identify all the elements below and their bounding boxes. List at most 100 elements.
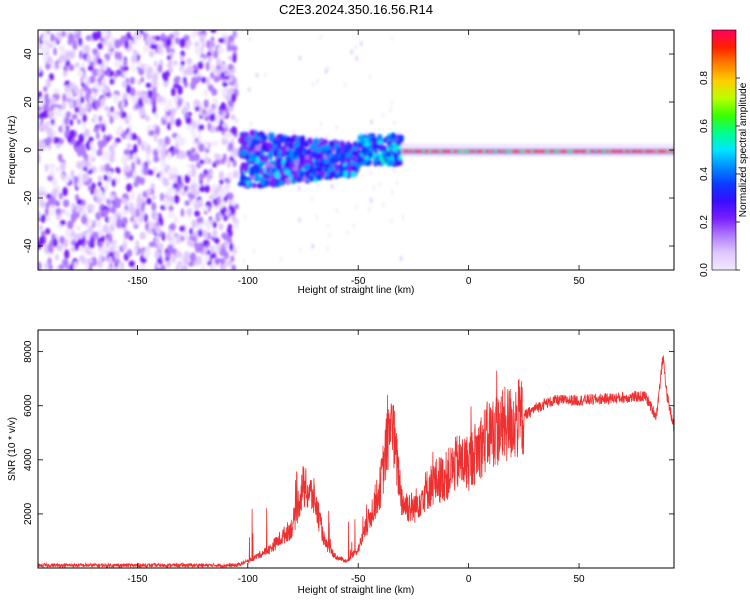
spectrogram-cell bbox=[126, 183, 133, 193]
spectrogram-cell bbox=[102, 133, 107, 144]
spectrogram-cell bbox=[315, 167, 321, 173]
spectrogram-cell bbox=[179, 225, 186, 232]
spectrogram-cell bbox=[370, 119, 373, 125]
spectrogram-cell bbox=[221, 232, 228, 240]
x-tick-label: 50 bbox=[573, 276, 585, 287]
spectrogram-cell bbox=[203, 89, 208, 97]
spectrogram-cell bbox=[152, 105, 157, 115]
spectrogram-cell bbox=[65, 111, 71, 117]
spectrogram-cell bbox=[123, 60, 128, 67]
spectrogram-cell bbox=[311, 243, 314, 249]
spectrogram-cell bbox=[168, 98, 172, 109]
spectrogram-cell bbox=[173, 148, 180, 155]
spectrogram-cell bbox=[382, 202, 385, 208]
spectrogram-cell bbox=[61, 101, 67, 111]
spectrogram-cell bbox=[139, 263, 145, 270]
spectrogram-cell bbox=[317, 183, 320, 189]
spectrogram-cell bbox=[52, 237, 58, 248]
spectrogram-cell bbox=[200, 186, 205, 193]
spectrogram-cell bbox=[144, 222, 149, 231]
spectrogram-cell bbox=[74, 176, 78, 187]
spectrogram-cell bbox=[274, 162, 280, 167]
y-tick-label: 20 bbox=[23, 96, 34, 108]
spectrogram-cell bbox=[198, 124, 205, 131]
spectrogram-cell bbox=[68, 99, 74, 109]
spectrogram-cell bbox=[84, 104, 89, 112]
spectrogram-cell bbox=[101, 155, 107, 161]
spectrogram-cell bbox=[214, 159, 221, 165]
spectrogram-cell bbox=[74, 62, 80, 68]
spectrogram-cell bbox=[366, 135, 373, 139]
spectrogram-cell bbox=[265, 162, 271, 167]
spectrogram-cell bbox=[50, 33, 55, 43]
spectrogram-cell bbox=[308, 155, 315, 160]
spectrogram-cell bbox=[143, 165, 148, 173]
spectrogram-cell bbox=[224, 239, 229, 249]
spectrogram-cell bbox=[145, 70, 152, 80]
spectrogram-cell bbox=[76, 160, 83, 170]
spectrogram-cell bbox=[71, 138, 76, 146]
spectrogram-cell bbox=[113, 257, 121, 265]
spectrogram-cell bbox=[100, 97, 106, 107]
spectrogram-cell bbox=[113, 71, 119, 78]
spectrogram-cell bbox=[209, 245, 214, 254]
spectrogram-cell bbox=[343, 82, 347, 88]
spectrogram-cell bbox=[352, 223, 356, 229]
spectrogram-cell bbox=[361, 147, 368, 154]
spectrogram-cell bbox=[120, 155, 128, 165]
spectrogram-cell bbox=[97, 122, 103, 130]
spectrogram-cell bbox=[143, 46, 148, 53]
spectrogram-cell bbox=[182, 255, 189, 266]
spectrogram-cell bbox=[189, 252, 197, 263]
x-tick-label: 50 bbox=[573, 574, 585, 585]
spectrogram-cell bbox=[70, 212, 77, 222]
colorbar-tick-label: 0.8 bbox=[699, 71, 710, 85]
spectrogram-cell bbox=[124, 204, 129, 211]
spectrogram-cell bbox=[388, 107, 392, 113]
spectrogram-cell bbox=[109, 115, 114, 125]
spectrogram-cell bbox=[67, 91, 74, 100]
spectrogram-cell bbox=[73, 85, 79, 95]
spectrogram-cell bbox=[88, 177, 93, 184]
spectrogram-cell bbox=[38, 153, 41, 163]
spectrogram-cell bbox=[143, 213, 148, 223]
spectrogram-cell bbox=[125, 165, 131, 173]
spectrogram-cell bbox=[126, 154, 132, 161]
spectrogram-cell bbox=[180, 60, 185, 66]
spectrogram-cell bbox=[48, 73, 55, 81]
spectrogram-cell bbox=[40, 214, 46, 223]
spectrogram-cell bbox=[284, 150, 290, 157]
spectrogram-cell bbox=[215, 212, 221, 222]
spectrogram-cell bbox=[263, 155, 269, 162]
spectrogram-cell bbox=[338, 163, 343, 172]
spectrogram-cell bbox=[205, 147, 210, 154]
spectrogram-cell bbox=[292, 128, 296, 134]
spectrogram-cell bbox=[399, 255, 403, 261]
spectrogram-cell bbox=[232, 159, 237, 168]
spectrogram-cell bbox=[364, 156, 370, 161]
spectrogram-cell bbox=[173, 30, 180, 37]
spectrogram-cell bbox=[186, 66, 191, 76]
spectrogram-cell bbox=[207, 55, 212, 63]
spectrogram-cell bbox=[44, 163, 49, 172]
snr-y-label: SNR (10 * v/v) bbox=[7, 417, 18, 481]
spectrogram-cell bbox=[191, 177, 196, 187]
y-tick-label: 6000 bbox=[23, 394, 34, 417]
spectrogram-cell bbox=[168, 33, 175, 40]
spectrogram-cell bbox=[267, 128, 271, 134]
spectrogram-cell bbox=[279, 256, 283, 262]
spectrogram-cell bbox=[80, 96, 85, 104]
spectrogram-cell bbox=[387, 159, 394, 167]
spectrogram-cell bbox=[46, 56, 53, 65]
spectrogram-cell bbox=[184, 174, 191, 184]
spectrogram-cell bbox=[670, 149, 674, 153]
spectrogram-y-ticks: -40 -20 0 20 40 bbox=[23, 48, 674, 253]
spectrogram-cell bbox=[222, 35, 229, 45]
spectrogram-cell bbox=[312, 167, 317, 175]
spectrogram-cell bbox=[227, 192, 234, 200]
spectrogram-cell bbox=[154, 112, 159, 119]
spectrogram-cell bbox=[92, 231, 99, 240]
spectrogram-cell bbox=[124, 230, 131, 239]
spectrogram-cell bbox=[284, 136, 290, 144]
spectrogram-cell bbox=[375, 155, 380, 161]
